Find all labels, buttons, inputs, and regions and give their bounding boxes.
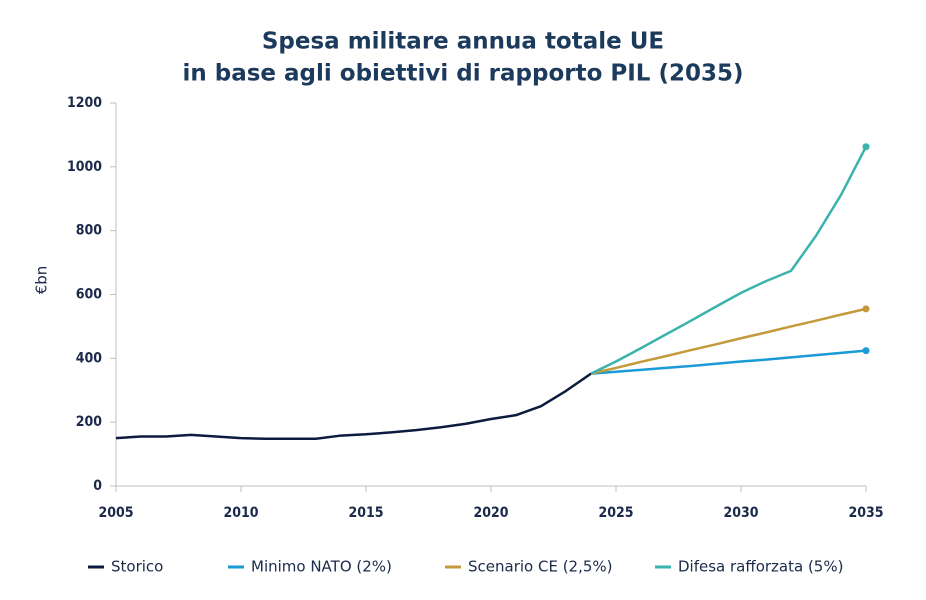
series-line (590, 146, 868, 375)
y-axis-label: €bn (33, 266, 51, 295)
end-marker (862, 305, 870, 313)
y-tick-label: 0 (93, 478, 102, 494)
x-tick-label: 2005 (98, 505, 133, 521)
x-tick-label: 2025 (598, 505, 633, 521)
y-tick-label: 200 (76, 414, 103, 430)
y-tick-label: 600 (76, 287, 103, 303)
legend-label: Scenario CE (2,5%) (468, 558, 613, 576)
series-line (590, 349, 867, 375)
x-tick-label: 2030 (723, 505, 758, 521)
y-tick-label: 800 (76, 223, 103, 239)
y-tick-label: 1200 (67, 95, 102, 111)
x-tick-label: 2020 (473, 505, 508, 521)
series-line (590, 307, 867, 375)
chart-title: in base agli obiettivi di rapporto PIL (… (182, 61, 743, 87)
chart-title: Spesa militare annua totale UE (262, 29, 664, 55)
y-tick-label: 400 (76, 350, 103, 366)
y-tick-label: 1000 (67, 159, 102, 175)
end-marker (862, 143, 870, 151)
legend-label: Minimo NATO (2%) (251, 558, 392, 576)
x-tick-label: 2010 (223, 505, 258, 521)
series-line (115, 372, 592, 441)
x-tick-label: 2035 (848, 505, 883, 521)
end-marker (862, 347, 870, 355)
legend-label: Difesa rafforzata (5%) (678, 558, 843, 576)
x-tick-label: 2015 (348, 505, 383, 521)
legend-label: Storico (111, 558, 163, 576)
